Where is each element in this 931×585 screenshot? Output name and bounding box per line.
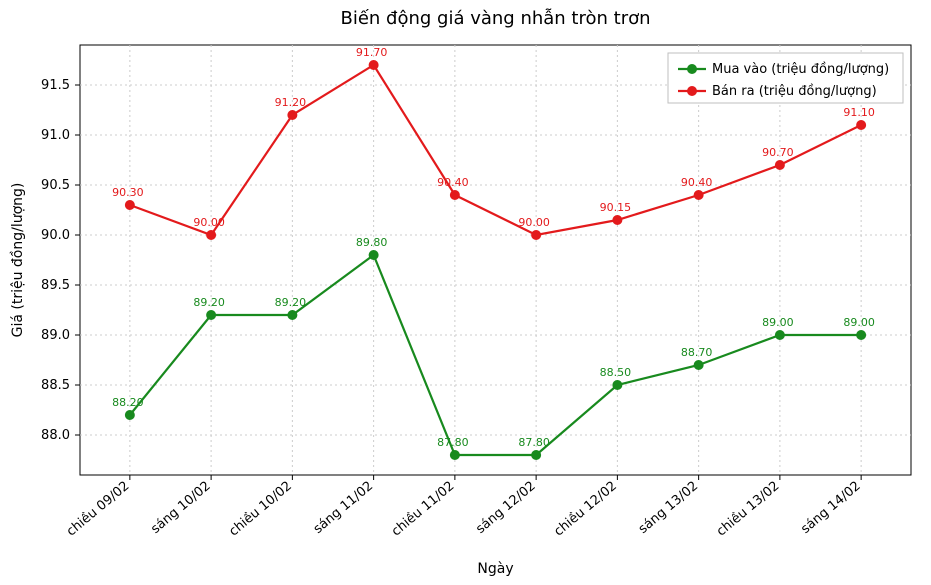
y-tick-label: 91.0 <box>41 128 70 143</box>
y-tick-label: 88.0 <box>41 428 70 443</box>
data-point <box>206 230 216 240</box>
data-label: 89.00 <box>762 316 794 329</box>
data-point <box>775 160 785 170</box>
x-axis-label: Ngày <box>477 561 513 577</box>
data-point <box>612 380 622 390</box>
data-point <box>694 360 704 370</box>
data-label: 88.20 <box>112 396 144 409</box>
data-label: 90.70 <box>762 146 794 159</box>
y-tick-label: 91.5 <box>41 78 70 93</box>
data-point <box>531 230 541 240</box>
data-label: 90.30 <box>112 186 144 199</box>
data-point <box>531 450 541 460</box>
data-label: 91.20 <box>275 96 307 109</box>
y-tick-label: 90.5 <box>41 178 70 193</box>
data-point <box>775 330 785 340</box>
y-tick-label: 90.0 <box>41 228 70 243</box>
data-point <box>369 250 379 260</box>
data-label: 90.40 <box>681 176 713 189</box>
data-point <box>612 215 622 225</box>
chart-title: Biến động giá vàng nhẫn tròn trơn <box>340 8 650 29</box>
data-point <box>125 200 135 210</box>
data-label: 88.70 <box>681 346 713 359</box>
chart-svg: 88.088.589.089.590.090.591.091.5chiều 09… <box>0 0 931 585</box>
data-point <box>125 410 135 420</box>
data-point <box>450 190 460 200</box>
y-tick-label: 89.0 <box>41 328 70 343</box>
data-label: 89.20 <box>275 296 307 309</box>
data-label: 89.00 <box>843 316 875 329</box>
data-label: 90.15 <box>600 201 632 214</box>
data-label: 88.50 <box>600 366 632 379</box>
data-point <box>287 310 297 320</box>
data-point <box>206 310 216 320</box>
data-point <box>369 60 379 70</box>
data-label: 90.00 <box>193 216 225 229</box>
data-label: 89.80 <box>356 236 388 249</box>
legend-label: Bán ra (triệu đồng/lượng) <box>712 84 877 99</box>
y-tick-label: 88.5 <box>41 378 70 393</box>
data-label: 89.20 <box>193 296 225 309</box>
data-label: 90.40 <box>437 176 469 189</box>
data-label: 90.00 <box>518 216 550 229</box>
y-axis-label: Giá (triệu đồng/lượng) <box>9 183 26 338</box>
data-point <box>287 110 297 120</box>
y-tick-label: 89.5 <box>41 278 70 293</box>
data-point <box>856 120 866 130</box>
legend-label: Mua vào (triệu đồng/lượng) <box>712 62 889 77</box>
data-point <box>856 330 866 340</box>
gold-price-chart: 88.088.589.089.590.090.591.091.5chiều 09… <box>0 0 931 585</box>
data-point <box>450 450 460 460</box>
data-point <box>694 190 704 200</box>
data-label: 87.80 <box>518 436 550 449</box>
data-label: 91.10 <box>843 106 875 119</box>
data-label: 87.80 <box>437 436 469 449</box>
data-label: 91.70 <box>356 46 388 59</box>
